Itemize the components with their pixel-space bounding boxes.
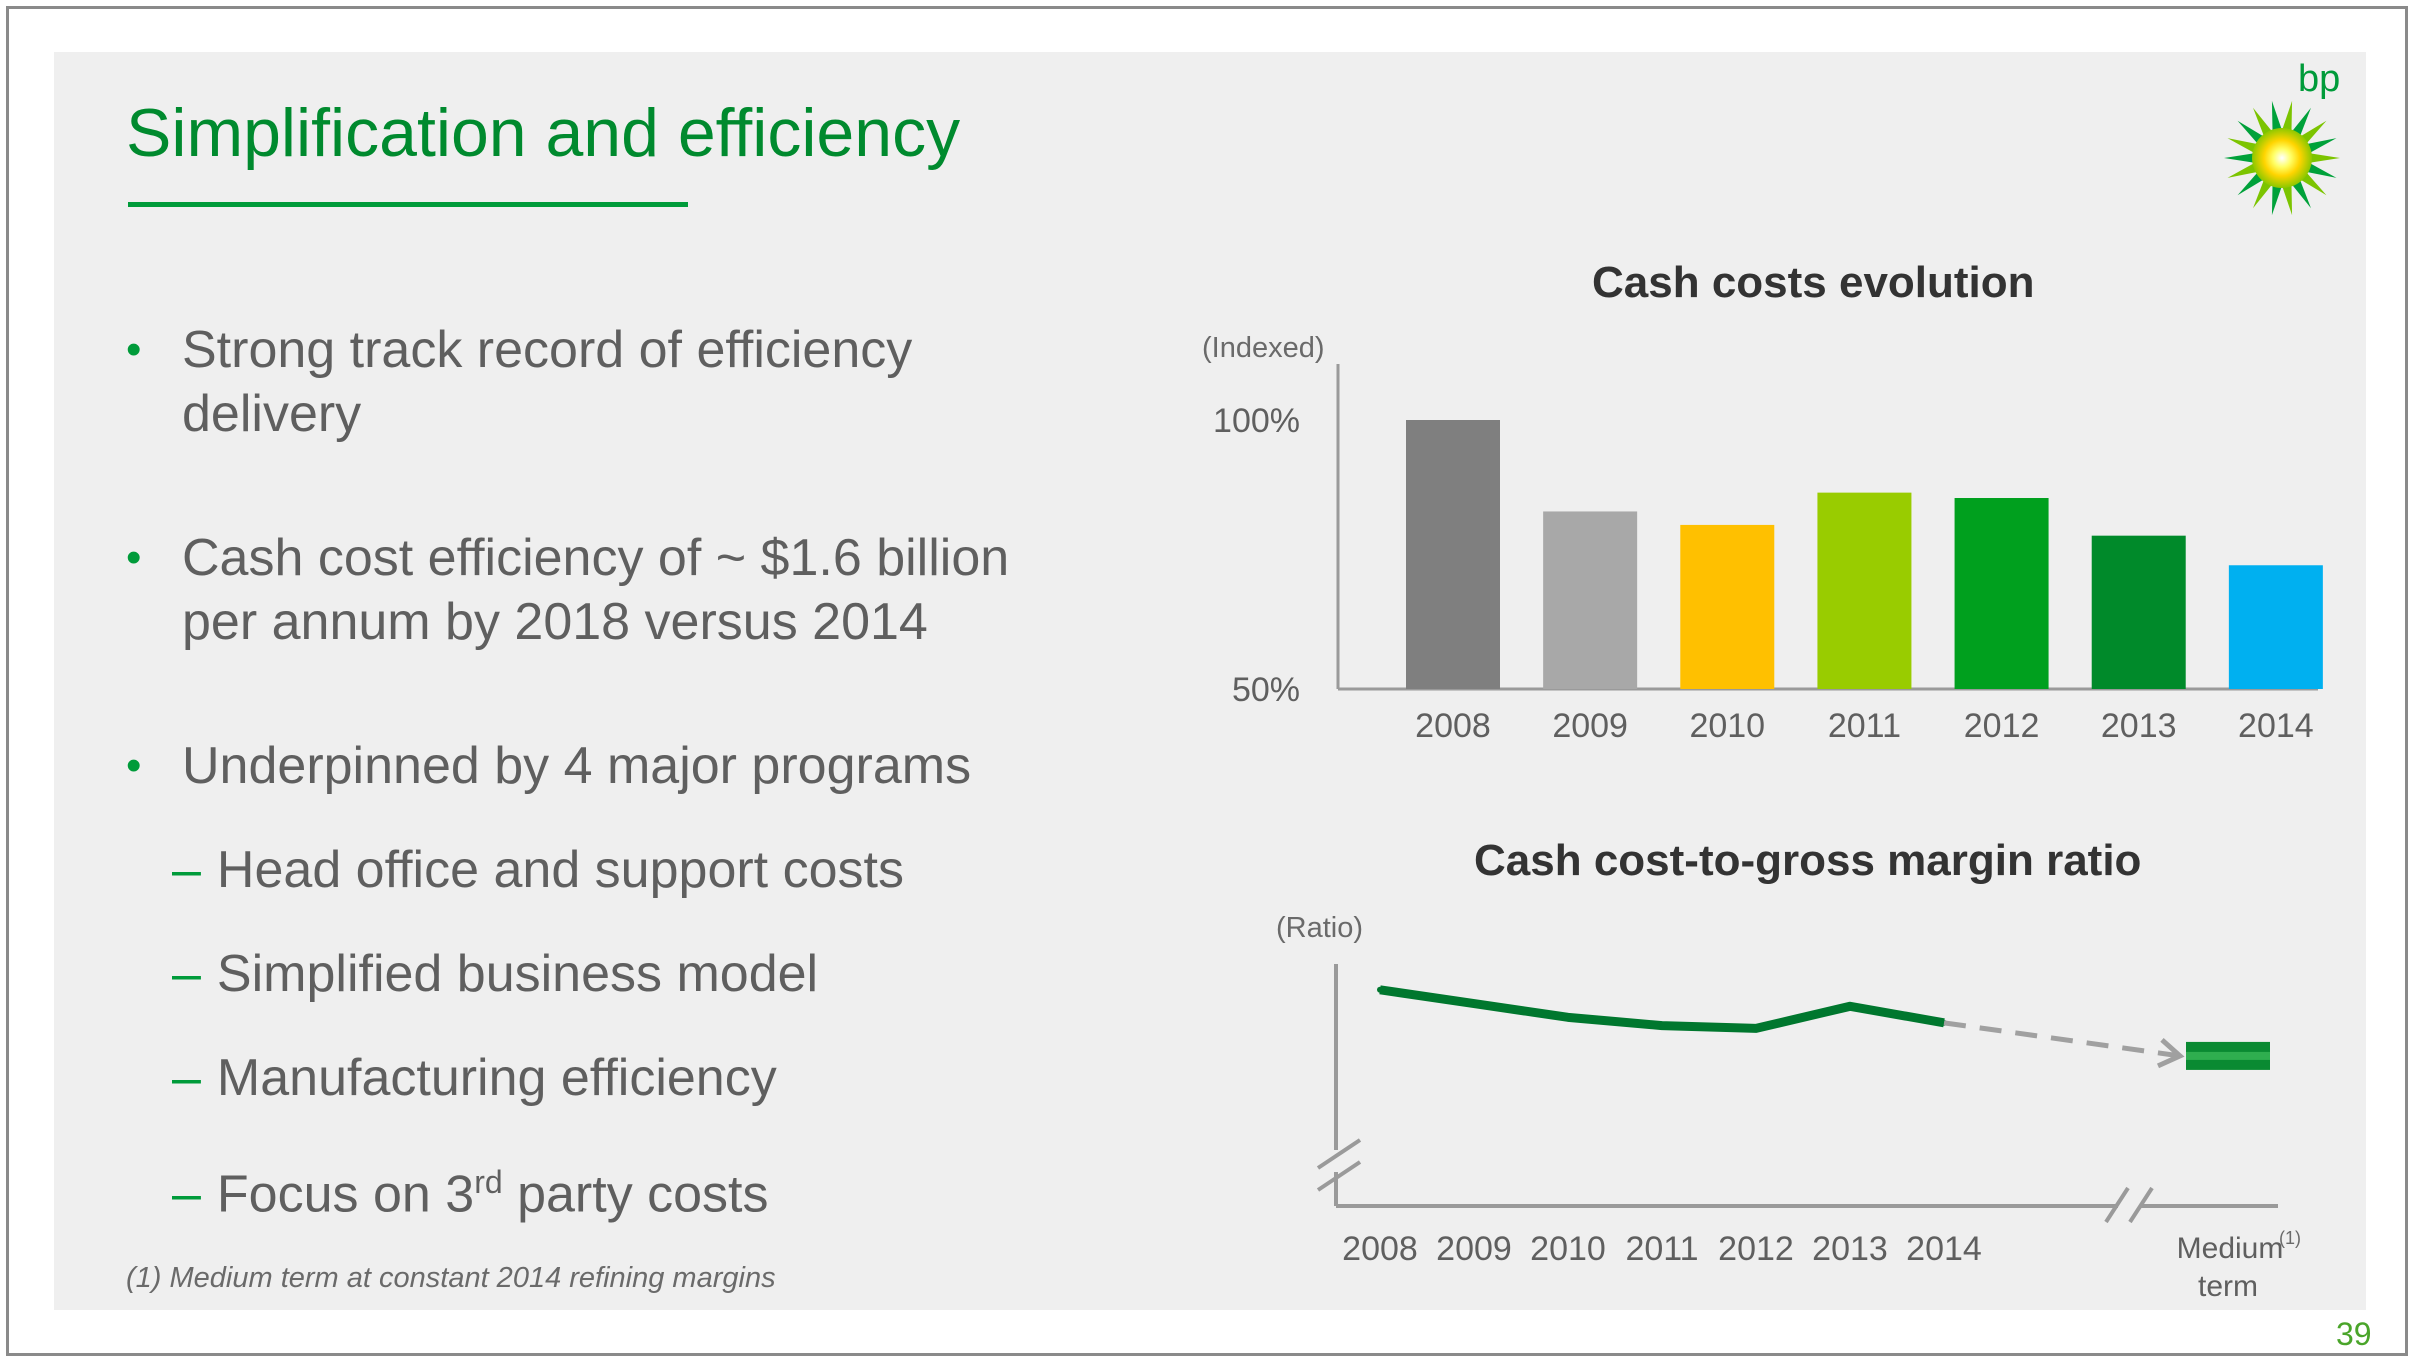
logo-petal <box>2253 179 2273 209</box>
bullet-text: Cash cost efficiency of ~ $1.6 billion <box>182 529 1010 587</box>
sub-bullet-third-party: – Focus on 3rd party costs <box>172 1150 769 1226</box>
logo-petal <box>2253 107 2273 137</box>
logo-petal <box>2282 184 2293 216</box>
bullet-dot-icon: • <box>126 325 142 374</box>
slide-title: Simplification and efficiency <box>126 95 961 171</box>
logo-petal <box>2282 100 2293 132</box>
line-chart-title: Cash cost-to-gross margin ratio <box>1474 836 2142 885</box>
bullet-text: Underpinned by 4 major programs <box>182 737 972 795</box>
bullet-dot-icon: • <box>126 741 142 790</box>
line-chart-ylabel: (Ratio) <box>1276 912 1364 944</box>
slide-frame <box>6 6 2408 1356</box>
logo-petal <box>2306 162 2337 178</box>
logo-petal <box>2271 184 2282 216</box>
sub-bullet-text: party costs <box>502 1165 769 1224</box>
footnote: (1) Medium term at constant 2014 refinin… <box>126 1262 776 1294</box>
bp-logo-text: bp <box>2298 58 2341 100</box>
dash-icon: – <box>172 1049 201 1107</box>
logo-petal <box>2271 100 2282 132</box>
sub-bullet-text: Manufacturing efficiency <box>216 1049 777 1107</box>
sub-bullet-head-office: – Head office and support costs <box>172 838 904 902</box>
logo-petal <box>2309 153 2340 163</box>
sub-bullet-manufacturing: – Manufacturing efficiency <box>172 1046 777 1110</box>
logo-petal <box>2291 107 2311 137</box>
logo-petal <box>2300 120 2327 144</box>
logo-petal <box>2306 138 2337 154</box>
sub-bullet-text: Focus on 3 <box>216 1165 475 1224</box>
dash-icon: – <box>172 841 201 899</box>
bar-chart-ylabel: (Indexed) <box>1202 332 1325 364</box>
logo-petal <box>2227 138 2258 154</box>
sub-bullet-text: Simplified business model <box>216 945 819 1003</box>
dash-icon: – <box>172 1165 201 1224</box>
page-number: 39 <box>2336 1316 2372 1352</box>
bullet-text: per annum by 2018 versus 2014 <box>182 593 928 651</box>
title-underline <box>128 202 688 207</box>
logo-petal <box>2227 162 2258 178</box>
bullet-text: delivery <box>182 385 362 443</box>
slide-background <box>54 52 2366 1310</box>
logo-petal <box>2237 172 2264 196</box>
logo-petal <box>2224 153 2255 163</box>
superscript: rd <box>474 1164 503 1200</box>
sub-bullet-text: Head office and support costs <box>216 841 904 899</box>
sub-bullet-business-model: – Simplified business model <box>172 942 818 1006</box>
logo-petal <box>2300 172 2327 196</box>
bullet-text: Strong track record of efficiency <box>182 321 913 379</box>
bar-chart-title: Cash costs evolution <box>1592 258 2035 307</box>
bp-helios-logo-icon <box>2224 100 2340 216</box>
bullet-dot-icon: • <box>126 533 142 582</box>
dash-icon: – <box>172 945 201 1003</box>
logo-petal <box>2237 120 2264 144</box>
logo-petal <box>2291 179 2311 209</box>
